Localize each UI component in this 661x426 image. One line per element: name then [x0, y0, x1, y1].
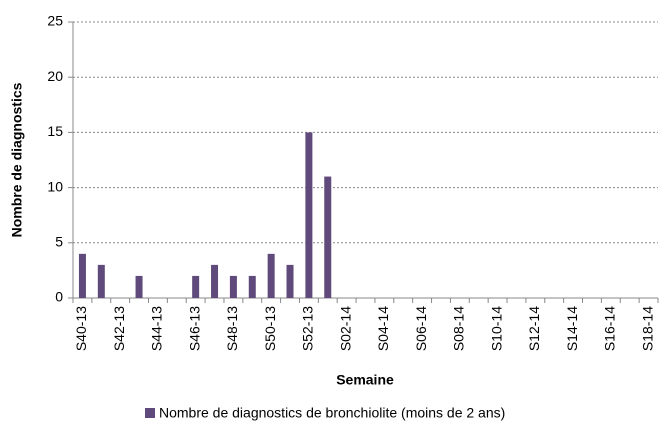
x-tick-label: S48-13 — [224, 306, 240, 351]
bar — [324, 176, 332, 298]
x-tick-label: S08-14 — [451, 306, 467, 351]
y-tick-label: 5 — [55, 234, 63, 250]
x-tick-label: S04-14 — [375, 306, 391, 351]
bar — [192, 275, 200, 298]
bar — [248, 275, 256, 298]
x-tick-label: S52-13 — [300, 306, 316, 351]
x-tick-label: S12-14 — [526, 306, 542, 351]
bar — [135, 275, 143, 298]
y-axis-title: Nombre de diagnostics — [9, 82, 25, 237]
bar — [305, 132, 313, 298]
bar — [211, 264, 219, 298]
y-tick-label: 10 — [47, 178, 63, 194]
bar — [267, 253, 275, 298]
bar — [78, 253, 86, 298]
x-tick-label: S10-14 — [488, 306, 504, 351]
x-tick-label: S44-13 — [149, 306, 165, 351]
bar — [286, 264, 294, 298]
x-tick-label: S42-13 — [111, 306, 127, 351]
x-tick-label: S16-14 — [602, 306, 618, 351]
y-tick-label: 15 — [47, 123, 63, 139]
y-tick-label: 20 — [47, 68, 63, 84]
x-tick-label: S50-13 — [262, 306, 278, 351]
legend-label: Nombre de diagnostics de bronchiolite (m… — [159, 405, 505, 421]
bar — [229, 275, 237, 298]
legend-swatch — [145, 408, 155, 418]
y-tick-label: 0 — [55, 289, 63, 305]
x-tick-label: S14-14 — [564, 306, 580, 351]
bar — [97, 264, 105, 298]
x-tick-label: S46-13 — [186, 306, 202, 351]
x-tick-label: S06-14 — [413, 306, 429, 351]
x-tick-label: S18-14 — [639, 306, 655, 351]
y-tick-label: 25 — [47, 13, 63, 29]
x-tick-label: S02-14 — [337, 306, 353, 351]
x-tick-label: S40-13 — [73, 306, 89, 351]
x-axis-title: Semaine — [336, 372, 394, 388]
